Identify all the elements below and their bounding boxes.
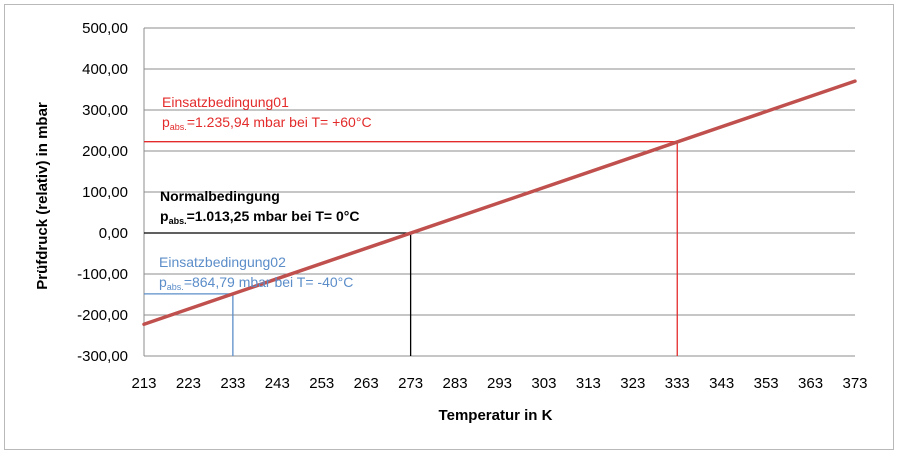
y-tick-labels: 500,00 400,00 300,00 200,00 100,00 0,00 -100,0… [77, 20, 128, 365]
annotation-text-einsatz02: =864,79 mbar bei T= -40°C [184, 274, 354, 290]
x-tick-label-14: 353 [754, 375, 779, 392]
annotation-prefix-einsatz02: p [159, 274, 167, 290]
annotation-prefix-einsatz01: p [162, 114, 170, 130]
x-tick-label-10: 313 [576, 375, 601, 392]
x-tick-label-11: 323 [620, 375, 645, 392]
annotation-value-einsatz02: pabs.=864,79 mbar bei T= -40°C [159, 274, 353, 292]
x-tick-label-9: 303 [531, 375, 556, 392]
guide-lines [144, 141, 678, 356]
annotation-title-einsatz02: Einsatzbedingung02 [159, 254, 286, 270]
x-tick-label-0: 213 [131, 375, 156, 392]
x-tick-label-5: 263 [354, 375, 379, 392]
annotation-value-einsatz01: pabs.=1.235,94 mbar bei T= +60°C [162, 114, 372, 132]
x-tick-label-12: 333 [665, 375, 690, 392]
y-tick-label-1: 400,00 [82, 61, 128, 78]
annotation-text-einsatz01: =1.235,94 mbar bei T= +60°C [187, 114, 372, 130]
y-tick-label-6: -100,00 [77, 266, 128, 283]
grid [143, 27, 855, 357]
annotation-subscript-normal: abs. [169, 216, 187, 226]
x-tick-label-2: 233 [220, 375, 245, 392]
chart-frame [4, 4, 894, 450]
x-tick-label-8: 293 [487, 375, 512, 392]
y-tick-label-3: 200,00 [82, 143, 128, 160]
y-tick-label-4: 100,00 [82, 184, 128, 201]
x-tick-label-1: 223 [176, 375, 201, 392]
annotation-value-normal: pabs.=1.013,25 mbar bei T= 0°C [160, 208, 360, 226]
annotation-text-normal: =1.013,25 mbar bei T= 0°C [187, 208, 360, 224]
series [142, 79, 857, 327]
y-tick-label-8: -300,00 [77, 348, 128, 365]
annotation-prefix-normal: p [160, 208, 169, 224]
annotation-subscript-einsatz01: abs. [170, 122, 187, 132]
x-tick-label-7: 283 [443, 375, 468, 392]
x-tick-label-6: 273 [398, 375, 423, 392]
y-axis-title: Prüfdruck (relativ) in mbar [34, 102, 51, 290]
x-tick-label-16: 373 [842, 375, 867, 392]
x-tick-label-15: 363 [798, 375, 823, 392]
y-tick-label-5: 0,00 [99, 225, 128, 242]
y-tick-label-0: 500,00 [82, 20, 128, 37]
x-tick-label-4: 253 [309, 375, 334, 392]
x-tick-labels: 213 223 233 243 253 263 273 283 293 303 313 323 333 3… [131, 375, 867, 392]
annotation-title-normal: Normalbedingung [160, 188, 280, 204]
annotation-subscript-einsatz02: abs. [167, 282, 184, 292]
series-line-0 [142, 79, 857, 327]
y-tick-label-7: -200,00 [77, 307, 128, 324]
annotation-title-einsatz01: Einsatzbedingung01 [162, 94, 289, 110]
x-tick-label-13: 343 [709, 375, 734, 392]
y-tick-label-2: 300,00 [82, 102, 128, 119]
x-axis-title: Temperatur in K [439, 407, 553, 424]
x-tick-label-3: 243 [265, 375, 290, 392]
